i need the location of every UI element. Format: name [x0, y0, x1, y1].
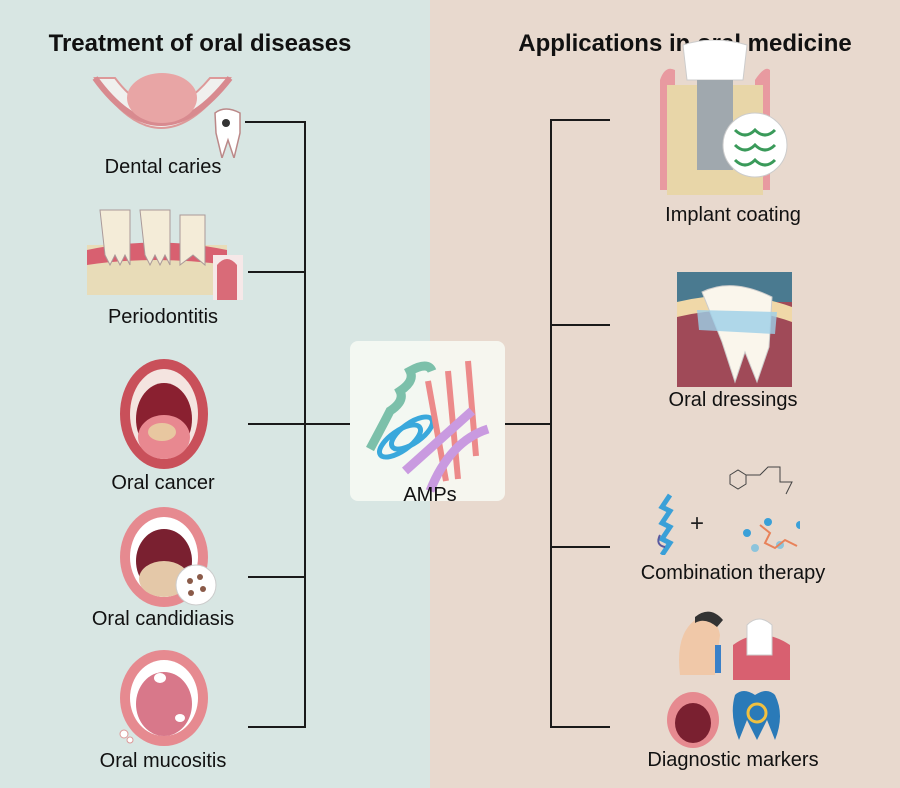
peptide-plus-drug-illustration: +	[657, 466, 800, 555]
connector	[245, 121, 305, 123]
center-label: AMPs	[403, 484, 457, 506]
item-label: Oral mucositis	[99, 750, 227, 772]
oral-mucositis-illustration	[119, 650, 208, 746]
left-title: Treatment of oral diseases	[48, 30, 352, 57]
amps-box	[350, 341, 505, 501]
connector	[248, 576, 305, 578]
connector	[551, 726, 610, 728]
connector	[551, 119, 610, 121]
oral-candidiasis-illustration	[120, 507, 217, 607]
item-label: Oral cancer	[111, 472, 215, 494]
connector	[248, 271, 305, 273]
dental-caries-illustration	[92, 73, 241, 158]
item-label: Periodontitis	[107, 306, 219, 328]
connector	[505, 423, 551, 425]
item-label: Implant coating	[665, 204, 801, 226]
connector	[248, 726, 305, 728]
item-label: Oral candidiasis	[91, 608, 235, 630]
diagnostic-illustration	[667, 611, 790, 748]
item-label: Diagnostic markers	[647, 749, 819, 771]
plus-sign: +	[690, 510, 704, 537]
tooth-dressing-illustration	[677, 272, 792, 387]
periodontitis-illustration	[87, 209, 243, 300]
connector	[551, 324, 610, 326]
connector	[551, 546, 610, 548]
connector	[248, 423, 350, 425]
oral-cancer-illustration	[120, 359, 208, 469]
item-label: Combination therapy	[640, 562, 826, 584]
implant-illustration	[660, 40, 788, 195]
peptide-structure-illustration	[366, 360, 490, 493]
right-bracket-vertical	[550, 119, 552, 728]
item-label: Oral dressings	[668, 389, 798, 411]
item-label: Dental caries	[104, 156, 222, 178]
